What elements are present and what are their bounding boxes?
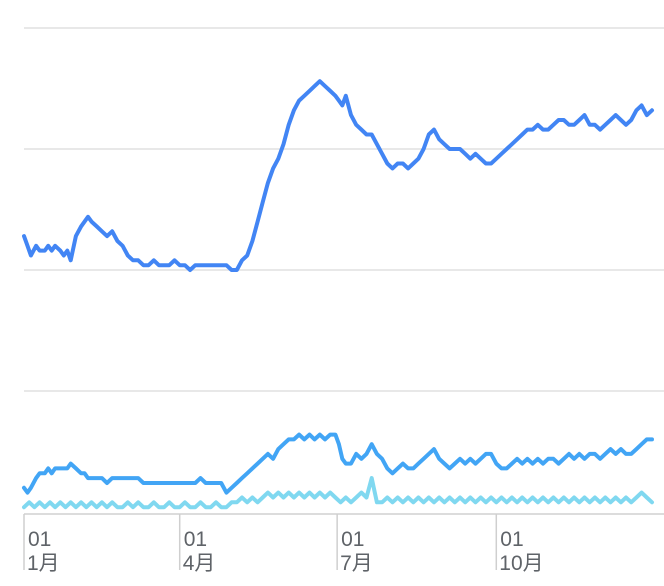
series-line-0 — [22, 79, 654, 272]
x-tick-label-day-1: 01 — [184, 528, 207, 551]
x-tick-label-month-1: 4月 — [183, 552, 216, 575]
x-tick-label-day-2: 01 — [341, 528, 364, 551]
x-tick-label-day-3: 01 — [500, 528, 523, 551]
x-tick-label-month-0: 1月 — [27, 552, 60, 575]
x-tick-label-day-0: 01 — [28, 528, 51, 551]
series-lines — [22, 79, 654, 510]
series-line-2 — [22, 476, 654, 510]
x-tick-label-month-2: 7月 — [340, 552, 373, 575]
x-tick-label-month-3: 10月 — [499, 552, 543, 575]
gridlines — [24, 27, 664, 515]
series-line-1 — [22, 432, 654, 495]
